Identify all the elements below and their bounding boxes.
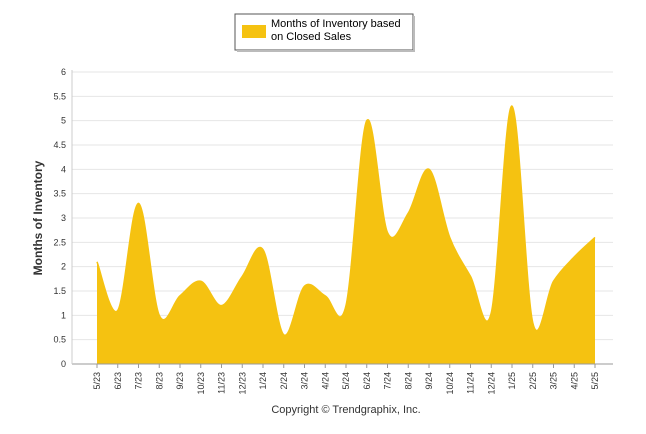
x-tick-label: 1/25 [507,372,517,390]
x-tick-label: 4/24 [320,372,330,390]
x-tick-label: 7/23 [134,372,144,390]
y-tick-label: 5 [61,116,66,126]
x-tick-label: 3/24 [300,372,310,390]
legend-swatch [242,25,266,38]
y-tick-label: 1 [61,310,66,320]
x-tick-label: 6/24 [362,372,372,390]
series-line [96,105,596,336]
y-tick-label: 5.5 [53,91,66,101]
x-tick-label: 3/25 [549,372,559,390]
y-tick-labels: 0 0.5 1 1.5 2 2.5 3 3.5 4 4.5 5 5.5 6 [53,67,66,369]
x-tick-label: 4/25 [569,372,579,390]
y-tick-label: 6 [61,67,66,77]
x-tick-label: 5/24 [341,372,351,390]
x-tick-label: 2/24 [279,372,289,390]
y-tick-label: 4.5 [53,140,66,150]
plot-area [96,105,596,364]
x-tick-label: 12/24 [486,372,496,395]
x-tick-label: 1/24 [258,372,268,390]
x-tick-label: 6/23 [113,372,123,390]
x-tick-label: 11/23 [217,372,227,394]
x-tick-label: 11/24 [466,372,476,394]
legend-label-line-1: Months of Inventory based [271,18,401,30]
x-tick-label: 2/25 [528,372,538,390]
y-tick-label: 0 [61,359,66,369]
x-tick-label: 5/25 [590,372,600,390]
y-tick-label: 2 [61,262,66,272]
legend-label-line-2: on Closed Sales [271,31,352,43]
axes [71,70,613,368]
x-tick-label: 8/24 [403,372,413,390]
series-area [97,106,595,364]
x-tick-label: 10/23 [196,372,206,395]
legend-shadow-bottom [237,50,415,52]
y-tick-label: 3 [61,213,66,223]
x-tick-labels: 5/23 6/23 7/23 8/23 9/23 10/23 11/23 12/23 1/24 2… [92,372,600,395]
y-tick-label: 3.5 [53,189,66,199]
y-tick-label: 1.5 [53,286,66,296]
x-tick-label: 9/23 [175,372,185,390]
y-tick-label: 4 [61,164,66,174]
x-tick-label: 8/23 [154,372,164,390]
y-tick-label: 0.5 [53,335,66,345]
x-tick-label: 9/24 [424,372,434,390]
x-tick-label: 5/23 [92,372,102,390]
y-tick-label: 2.5 [53,237,66,247]
legend-shadow-right [413,16,415,52]
x-tick-label: 10/24 [445,372,455,395]
copyright-text: Copyright © Trendgraphix, Inc. [271,404,420,416]
x-tick-label: 12/23 [237,372,247,395]
y-axis-label: Months of Inventory [31,160,45,275]
x-tick-label: 7/24 [383,372,393,390]
legend: Months of Inventory based on Closed Sale… [234,13,415,52]
